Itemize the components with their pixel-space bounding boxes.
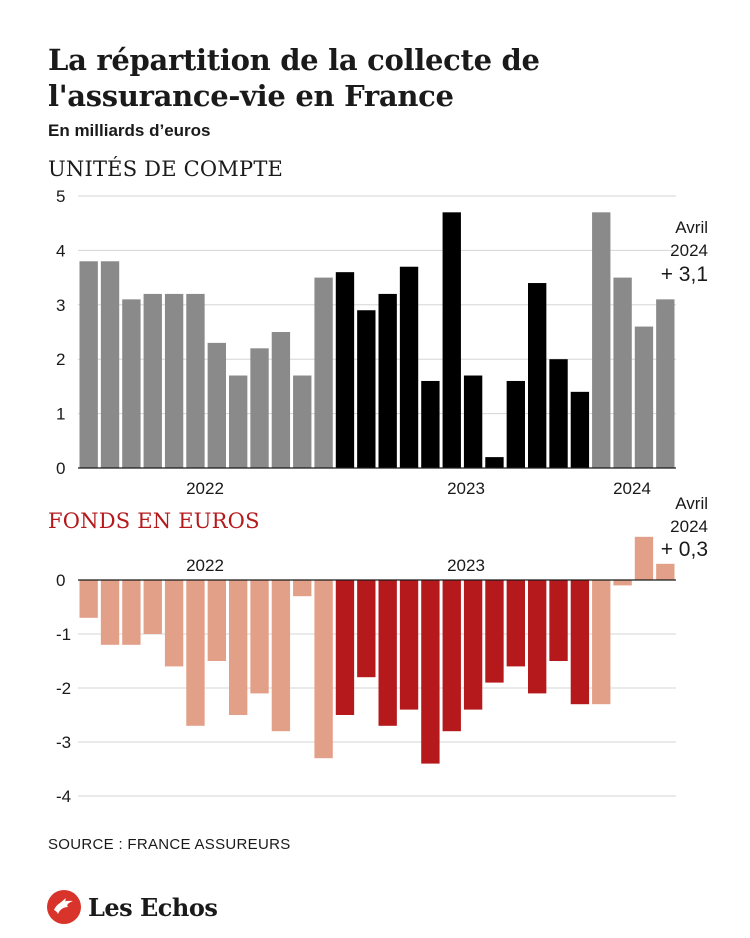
bar	[207, 342, 226, 468]
x-year-label: 2022	[186, 556, 224, 575]
y-tick-label: 4	[56, 241, 65, 260]
bar	[79, 261, 98, 468]
bar	[506, 380, 525, 468]
y-tick-label: 2	[56, 350, 65, 369]
bar	[250, 580, 269, 694]
bar	[293, 580, 312, 597]
bar	[549, 359, 568, 468]
y-tick-label: 5	[56, 187, 65, 206]
bar	[592, 580, 611, 705]
les-echos-logo-text: Les Echos	[88, 892, 218, 922]
bar	[421, 380, 440, 468]
bar	[229, 375, 248, 468]
bar	[335, 580, 355, 715]
bar	[485, 457, 504, 468]
bar	[613, 277, 632, 468]
bar	[634, 536, 654, 580]
bar	[357, 310, 376, 468]
bar	[463, 580, 483, 710]
y-tick-label: 0	[56, 571, 65, 590]
bar	[164, 580, 184, 667]
bar	[549, 580, 568, 661]
bar	[293, 375, 312, 468]
bar	[100, 261, 120, 468]
bar	[357, 580, 376, 678]
bar	[314, 580, 333, 759]
bar	[378, 580, 397, 726]
bar	[122, 580, 141, 645]
annotation-value: + 0,3	[661, 538, 708, 561]
chart-subtitle: En milliards d’euros	[48, 121, 211, 140]
x-year-label: 2023	[447, 556, 485, 575]
annotation-year: 2024	[670, 241, 708, 260]
bar	[570, 391, 590, 468]
bar	[143, 293, 162, 468]
bar	[399, 580, 419, 710]
bar	[399, 266, 419, 468]
bar	[122, 299, 141, 468]
bar	[271, 332, 291, 468]
bar	[592, 212, 611, 468]
y-tick-label: -1	[56, 625, 71, 644]
les-echos-logo-icon	[47, 890, 81, 924]
bar	[250, 348, 269, 468]
bar	[100, 580, 120, 645]
y-tick-label: 1	[56, 405, 65, 424]
bar	[528, 283, 547, 468]
y-tick-label: -2	[56, 679, 71, 698]
bar	[229, 580, 248, 715]
bar	[143, 580, 162, 634]
x-year-label: 2024	[613, 479, 651, 498]
section-title-fonds-en-euros: FONDS EN EUROS	[48, 509, 260, 533]
bar	[421, 580, 440, 764]
annotation-month: Avril	[675, 218, 708, 237]
annotation-year: 2024	[670, 517, 708, 536]
y-tick-label: -4	[56, 787, 71, 806]
y-tick-label: 3	[56, 296, 65, 315]
y-tick-label: 0	[56, 459, 65, 478]
bar	[570, 580, 590, 705]
bar	[485, 580, 504, 683]
annotation-value: + 3,1	[661, 263, 708, 286]
y-tick-label: -3	[56, 733, 71, 752]
bar	[442, 580, 461, 732]
x-year-label: 2023	[447, 479, 485, 498]
x-year-label: 2022	[186, 479, 224, 498]
bar	[613, 580, 632, 586]
bar	[207, 580, 226, 661]
chart-title: La répartition de la collecte de l'assur…	[48, 43, 540, 113]
bar	[378, 293, 397, 468]
annotation-month: Avril	[675, 494, 708, 513]
bar	[442, 212, 461, 468]
bar	[271, 580, 291, 732]
bar	[186, 293, 205, 468]
bar	[79, 580, 98, 618]
source-note: SOURCE : FRANCE ASSUREURS	[48, 836, 291, 853]
bar	[656, 563, 675, 580]
bar	[164, 293, 184, 468]
bar	[463, 375, 483, 468]
section-title-unites-de-compte: UNITÉS DE COMPTE	[48, 157, 284, 181]
bar	[634, 326, 654, 468]
bar	[314, 277, 333, 468]
bar	[335, 272, 355, 468]
bar	[656, 299, 675, 468]
bar	[506, 580, 525, 667]
bar	[186, 580, 205, 726]
les-echos-logo: Les Echos	[46, 888, 218, 926]
bar	[528, 580, 547, 694]
